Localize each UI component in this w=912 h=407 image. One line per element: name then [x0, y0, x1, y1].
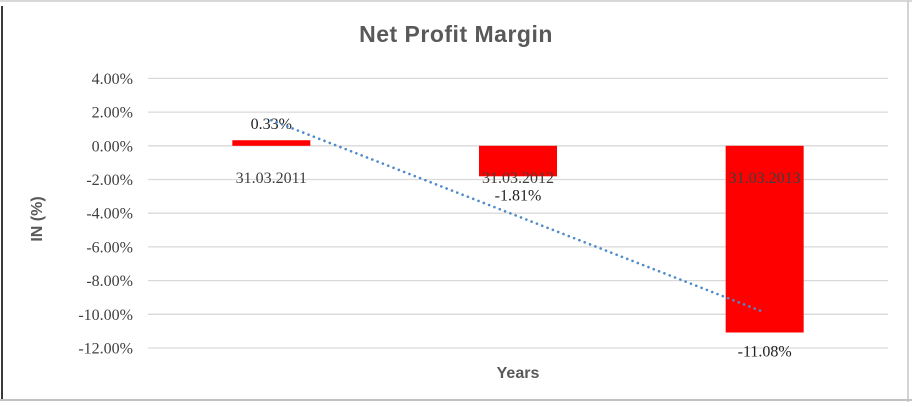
y-tick-label: -10.00% [78, 307, 133, 324]
data-label: -1.81% [495, 187, 542, 204]
frame-border-right [907, 0, 909, 402]
y-tick-label: -2.00% [86, 172, 133, 189]
y-tick-label: -6.00% [86, 239, 133, 256]
x-category-label: 31.03.2011 [236, 170, 307, 187]
bar [232, 140, 311, 146]
y-tick-label: -8.00% [86, 273, 133, 290]
chart-title: Net Profit Margin [359, 21, 553, 47]
data-label: 0.33% [251, 116, 292, 133]
y-tick-label: -12.00% [78, 341, 133, 358]
x-category-label: 31.03.2013 [729, 170, 801, 187]
bar [479, 145, 557, 177]
frame-border-bottom [0, 399, 912, 401]
x-category-label: 31.03.2012 [482, 170, 554, 187]
y-tick-label: 4.00% [92, 71, 133, 88]
y-tick-label: -4.00% [86, 206, 133, 223]
x-axis-title: Years [496, 365, 540, 382]
y-tick-label: 0.00% [92, 138, 133, 155]
frame-border-top [0, 0, 912, 2]
data-label: -11.08% [738, 343, 792, 360]
y-tick-label: 2.00% [92, 105, 133, 122]
frame-border-left [1, 6, 3, 399]
